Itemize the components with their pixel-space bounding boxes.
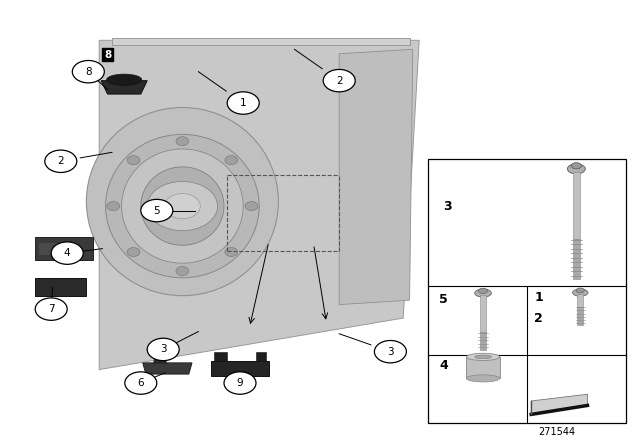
Circle shape (164, 194, 200, 219)
Circle shape (127, 248, 140, 257)
Circle shape (225, 248, 237, 257)
Bar (573, 239, 580, 279)
Polygon shape (38, 242, 64, 255)
Polygon shape (211, 361, 269, 376)
Polygon shape (531, 394, 588, 414)
Circle shape (45, 150, 77, 172)
Bar (480, 295, 486, 332)
Circle shape (176, 137, 189, 146)
Ellipse shape (467, 353, 500, 361)
Circle shape (323, 69, 355, 92)
Ellipse shape (568, 164, 586, 174)
Polygon shape (256, 352, 266, 361)
Circle shape (125, 372, 157, 394)
Circle shape (147, 338, 179, 361)
Circle shape (51, 242, 83, 264)
Text: 9: 9 (237, 378, 243, 388)
Bar (467, 357, 500, 379)
Circle shape (176, 267, 189, 276)
Polygon shape (99, 40, 419, 370)
Circle shape (147, 181, 218, 231)
Circle shape (224, 372, 256, 394)
Polygon shape (154, 356, 166, 363)
Text: 7: 7 (48, 304, 54, 314)
Text: 4: 4 (439, 359, 448, 372)
Text: 5: 5 (154, 206, 160, 215)
Ellipse shape (479, 288, 488, 293)
Text: 1: 1 (534, 291, 543, 304)
Circle shape (245, 202, 258, 211)
Bar (573, 172, 580, 239)
Polygon shape (339, 49, 413, 305)
Polygon shape (35, 278, 86, 296)
Text: 2: 2 (534, 312, 543, 325)
Text: 3: 3 (160, 345, 166, 354)
Circle shape (227, 92, 259, 114)
Bar (480, 332, 486, 350)
Ellipse shape (475, 355, 492, 359)
Bar (577, 307, 583, 325)
Polygon shape (101, 81, 147, 94)
Text: 8: 8 (104, 50, 111, 60)
Ellipse shape (572, 163, 582, 169)
Text: 3: 3 (443, 200, 452, 213)
Ellipse shape (86, 108, 278, 296)
Text: 3: 3 (387, 347, 394, 357)
Text: 5: 5 (439, 293, 448, 306)
Ellipse shape (475, 289, 492, 297)
Circle shape (374, 340, 406, 363)
Ellipse shape (141, 167, 224, 246)
Circle shape (141, 199, 173, 222)
Text: 8: 8 (85, 67, 92, 77)
Text: 271544: 271544 (538, 427, 575, 437)
Polygon shape (143, 363, 192, 374)
Ellipse shape (467, 375, 500, 382)
Text: 4: 4 (64, 248, 70, 258)
Text: 2: 2 (336, 76, 342, 86)
Polygon shape (35, 237, 93, 260)
Ellipse shape (106, 134, 259, 278)
Bar (577, 294, 583, 307)
Text: 2: 2 (58, 156, 64, 166)
Ellipse shape (106, 74, 142, 86)
Ellipse shape (573, 289, 588, 296)
Circle shape (35, 298, 67, 320)
Circle shape (72, 60, 104, 83)
Polygon shape (112, 38, 410, 45)
Circle shape (127, 155, 140, 164)
Circle shape (225, 155, 237, 164)
Bar (428, 159, 626, 423)
Text: 1: 1 (240, 98, 246, 108)
Text: 6: 6 (138, 378, 144, 388)
Ellipse shape (576, 288, 584, 293)
Circle shape (107, 202, 120, 211)
Polygon shape (214, 352, 227, 361)
Ellipse shape (122, 149, 243, 263)
